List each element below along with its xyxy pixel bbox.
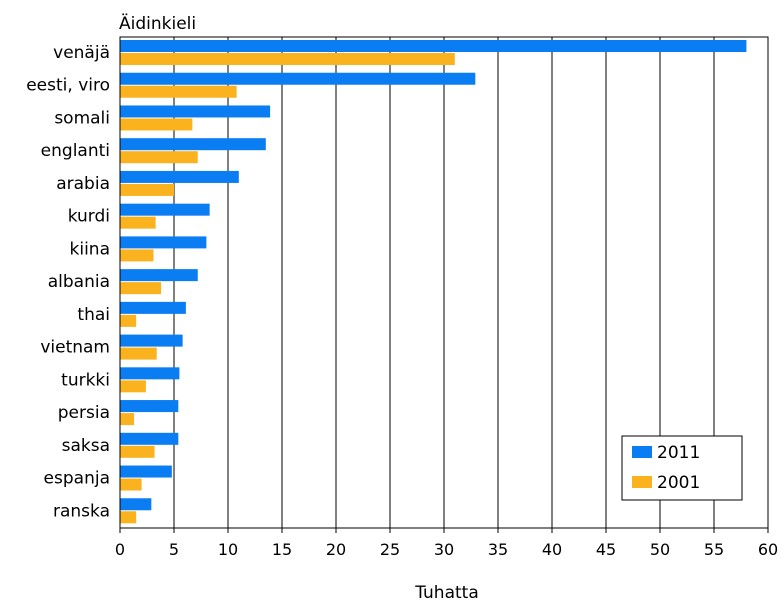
bar-2001 — [120, 53, 455, 65]
x-tick-labels: 0 5 10 15 20 25 30 35 40 45 50 55 60 — [115, 540, 778, 559]
category-label: saksa — [62, 436, 110, 456]
bar-2001 — [120, 347, 157, 360]
category-label: ranska — [53, 501, 110, 521]
legend-swatch-2001 — [632, 476, 652, 488]
bar-2011 — [120, 334, 183, 347]
category-label: eesti, viro — [26, 76, 110, 96]
bar-2001 — [120, 380, 146, 393]
x-tick-label: 15 — [272, 540, 292, 559]
legend-swatch-2011 — [632, 446, 652, 458]
category-label: englanti — [41, 141, 110, 161]
bar-2001 — [120, 183, 174, 196]
bar-2011 — [120, 138, 266, 151]
category-labels: venäjä eesti, viro somali englanti arabia kur… — [26, 43, 110, 521]
category-label: espanja — [44, 469, 110, 489]
bar-2011 — [120, 465, 172, 478]
bar-2001 — [120, 445, 155, 458]
x-tick-label: 35 — [488, 540, 508, 559]
bar-2001 — [120, 413, 135, 426]
x-tick-label: 50 — [650, 540, 670, 559]
category-label: somali — [54, 108, 110, 128]
bar-2011 — [120, 40, 747, 52]
bar-2011 — [120, 170, 239, 183]
bar-2001 — [120, 314, 137, 327]
x-tick-label: 45 — [596, 540, 616, 559]
bar-2001 — [120, 282, 162, 295]
bar-2001 — [120, 216, 156, 229]
x-tick-label: 60 — [758, 540, 778, 559]
bars — [120, 40, 747, 524]
x-tick-label: 0 — [115, 540, 125, 559]
bar-2011 — [120, 367, 180, 380]
x-tick-label: 55 — [704, 540, 724, 559]
bar-2011 — [120, 105, 271, 118]
bar-2011 — [120, 400, 179, 413]
bar-2001 — [120, 478, 142, 491]
chart-title: Äidinkieli — [119, 13, 196, 34]
bar-2011 — [120, 203, 210, 216]
bar-2001 — [120, 118, 193, 131]
x-tick-label: 10 — [218, 540, 238, 559]
x-tick-label: 30 — [434, 540, 454, 559]
bar-2011 — [120, 432, 179, 445]
category-label: albania — [48, 272, 110, 292]
category-label: kurdi — [68, 207, 110, 227]
x-tick-label: 20 — [326, 540, 346, 559]
category-label: turkki — [61, 370, 110, 390]
x-tick-label: 40 — [542, 540, 562, 559]
bar-2001 — [120, 511, 137, 524]
x-axis-label: Tuhatta — [414, 583, 479, 603]
plot-frame — [119, 36, 769, 529]
category-label: persia — [58, 403, 110, 423]
bar-2001 — [120, 85, 237, 98]
bar-2001 — [120, 249, 154, 262]
x-tick-label: 5 — [169, 540, 179, 559]
bar-2001 — [120, 151, 198, 164]
legend-label-2011: 2011 — [657, 443, 700, 463]
bar-2011 — [120, 498, 152, 511]
bar-2011 — [120, 269, 198, 282]
category-label: venäjä — [53, 43, 110, 63]
category-label: vietnam — [40, 338, 110, 358]
category-label: kiina — [70, 239, 110, 259]
x-tick-label: 25 — [380, 540, 400, 559]
category-label: thai — [77, 305, 110, 325]
bar-2011 — [120, 236, 207, 249]
category-label: arabia — [56, 174, 110, 194]
legend: 2011 2001 — [621, 435, 743, 501]
legend-label-2001: 2001 — [657, 473, 700, 493]
bar-2011 — [120, 72, 476, 85]
bar-2011 — [120, 301, 186, 314]
